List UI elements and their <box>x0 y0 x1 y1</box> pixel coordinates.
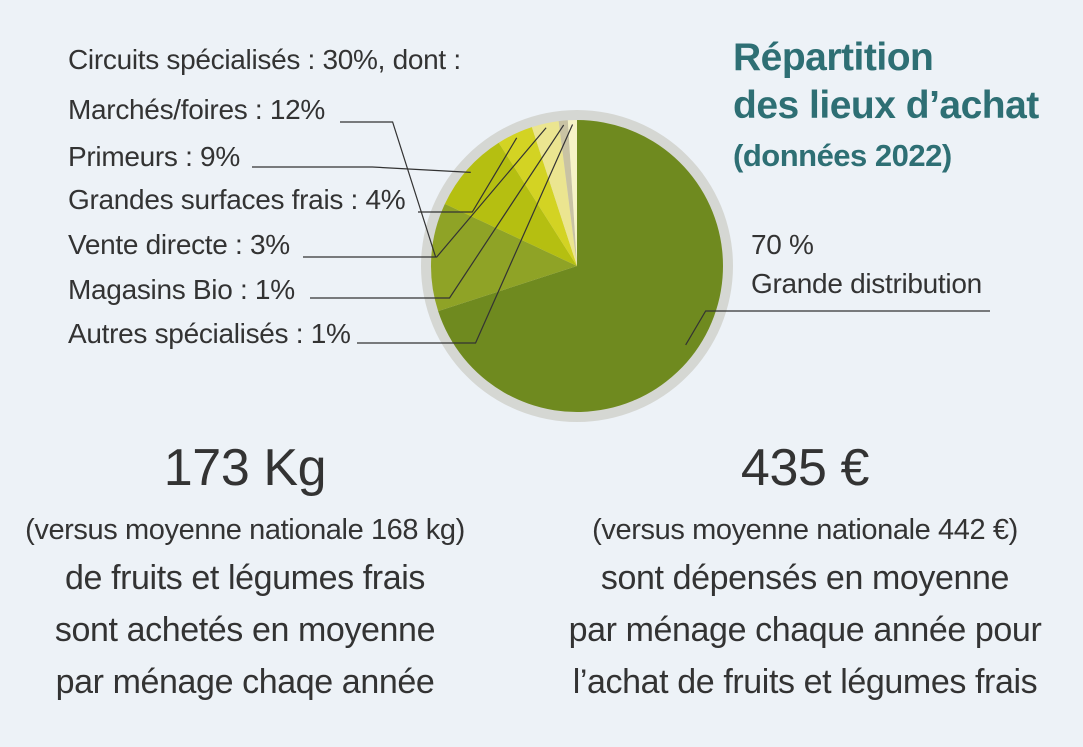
slice-label-marches-foires: Marchés/foires : 12% <box>68 94 325 125</box>
slice-label-primeurs: Primeurs : 9% <box>68 141 240 172</box>
leader-line-bio <box>310 124 565 299</box>
stat-spending-comparison: (versus moyenne nationale 442 €) <box>592 514 1018 546</box>
pie-slice-autres-sp-cialis-s <box>567 120 577 266</box>
stat-spending-value: 435 € <box>740 439 870 497</box>
chart-subtitle: (données 2022) <box>733 138 952 173</box>
slice-label-autres-specialises: Autres spécialisés : 1% <box>68 318 351 349</box>
stat-quantity-line-3: par ménage chaqe année <box>55 663 435 701</box>
leader-line-vente <box>303 127 547 258</box>
leader-line-autres <box>357 124 574 344</box>
leader-line-gsf <box>418 137 518 213</box>
stat-quantity-line-1: de fruits et légumes frais <box>65 559 425 597</box>
slice-label-magasins-bio: Magasins Bio : 1% <box>68 274 295 305</box>
pie-slice-vente-directe <box>531 121 577 267</box>
group-label-circuits-specialises: Circuits spécialisés : 30%, dont : <box>68 44 461 75</box>
leader-line-grande-distribution <box>685 310 990 346</box>
stat-spending: 435 € (versus moyenne nationale 442 €) s… <box>540 434 1070 708</box>
stat-spending-line-3: l’achat de fruits et légumes frais <box>572 663 1038 701</box>
stat-quantity-comparison: (versus moyenne nationale 168 kg) <box>25 514 465 546</box>
stat-quantity: 173 Kg (versus moyenne nationale 168 kg)… <box>10 434 480 708</box>
leader-lines <box>252 121 990 346</box>
slice-label-vente-directe: Vente directe : 3% <box>68 229 290 260</box>
pie-slice-march-s-foires <box>431 203 577 312</box>
stat-quantity-value: 173 Kg <box>163 439 327 497</box>
title-line-1: Répartition <box>733 36 934 79</box>
leader-line-primeurs <box>252 166 471 173</box>
slice-label-grandes-surfaces-frais: Grandes surfaces frais : 4% <box>68 184 406 215</box>
stat-spending-line-1: sont dépensés en moyenne <box>600 559 1010 597</box>
slice-label-grande-distribution: Grande distribution <box>751 268 982 299</box>
stat-quantity-line-2: sont achetés en moyenne <box>54 611 436 649</box>
pie-slice-grandes-surfaces-frais <box>498 127 577 266</box>
pie-slice-grande-distribution <box>438 120 723 412</box>
title-line-2: des lieux d’achat <box>733 84 1039 127</box>
chart-title: Répartition des lieux d’achat (données 2… <box>733 34 1039 178</box>
pie-slice-magasins-bio <box>558 120 577 266</box>
stat-spending-line-2: par ménage chaque année pour <box>568 611 1042 649</box>
pie-slices <box>431 120 723 412</box>
slice-value-grande-distribution: 70 % <box>751 229 814 260</box>
